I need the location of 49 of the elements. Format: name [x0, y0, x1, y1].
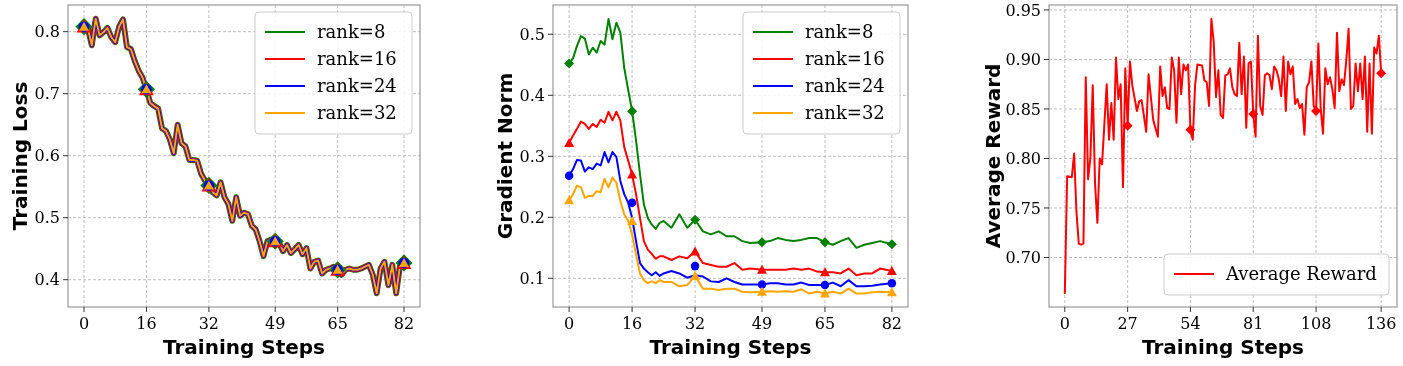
- x-tick-label: 65: [327, 314, 348, 333]
- y-tick-label: 0.5: [34, 208, 60, 228]
- x-tick-label: 108: [1300, 314, 1332, 333]
- legend-label: rank=8: [805, 21, 874, 43]
- x-tick-label: 0: [1059, 314, 1070, 333]
- y-tick-label: 0.4: [519, 85, 545, 105]
- x-tick-label: 49: [751, 314, 773, 333]
- y-tick-label: 0.90: [1005, 50, 1041, 70]
- x-axis-title: Training Steps: [1141, 335, 1305, 359]
- x-tick-label: 0: [78, 314, 90, 333]
- y-tick-label: 0.75: [1005, 198, 1041, 218]
- x-axis-title: Training Steps: [162, 335, 326, 359]
- y-tick-label: 0.95: [1005, 0, 1041, 20]
- y-tick-label: 0.1: [519, 268, 545, 288]
- legend-label: rank=32: [317, 102, 397, 124]
- legend-label: rank=24: [317, 75, 397, 97]
- legend-label: Average Reward: [1225, 263, 1377, 285]
- y-tick-label: 0.5: [519, 24, 545, 44]
- x-tick-label: 0: [564, 314, 575, 333]
- x-tick-label: 82: [393, 314, 415, 333]
- x-tick-label: 16: [136, 314, 157, 333]
- y-tick-label: 0.2: [519, 207, 545, 227]
- y-tick-label: 0.7: [34, 84, 60, 104]
- x-tick-label: 54: [1180, 314, 1201, 333]
- x-tick-label: 136: [1365, 314, 1397, 333]
- y-tick-label: 0.70: [1005, 248, 1041, 268]
- x-tick-label: 32: [684, 314, 706, 333]
- legend-label: rank=8: [317, 21, 386, 43]
- x-tick-label: 16: [621, 314, 643, 333]
- x-tick-label: 82: [881, 314, 903, 333]
- legend-label: rank=16: [805, 48, 885, 70]
- x-tick-label: 49: [265, 314, 286, 333]
- y-tick-label: 0.85: [1005, 99, 1041, 119]
- y-axis-title: Training Loss: [8, 81, 32, 231]
- legend-label: rank=16: [317, 48, 397, 70]
- x-tick-label: 32: [198, 314, 220, 333]
- y-axis-title: Gradient Norm: [493, 72, 517, 240]
- x-tick-label: 81: [1243, 314, 1264, 333]
- y-axis-title: Average Reward: [981, 63, 1005, 249]
- x-axis-title: Training Steps: [649, 335, 812, 359]
- legend-label: rank=24: [805, 75, 885, 97]
- y-tick-label: 0.3: [519, 146, 545, 166]
- y-tick-label: 0.4: [34, 270, 60, 290]
- y-tick-label: 0.80: [1005, 149, 1041, 169]
- y-tick-label: 0.8: [34, 22, 60, 42]
- x-tick-label: 65: [814, 314, 836, 333]
- x-tick-label: 27: [1117, 314, 1138, 333]
- y-tick-label: 0.6: [34, 146, 60, 166]
- legend-label: rank=32: [805, 102, 885, 124]
